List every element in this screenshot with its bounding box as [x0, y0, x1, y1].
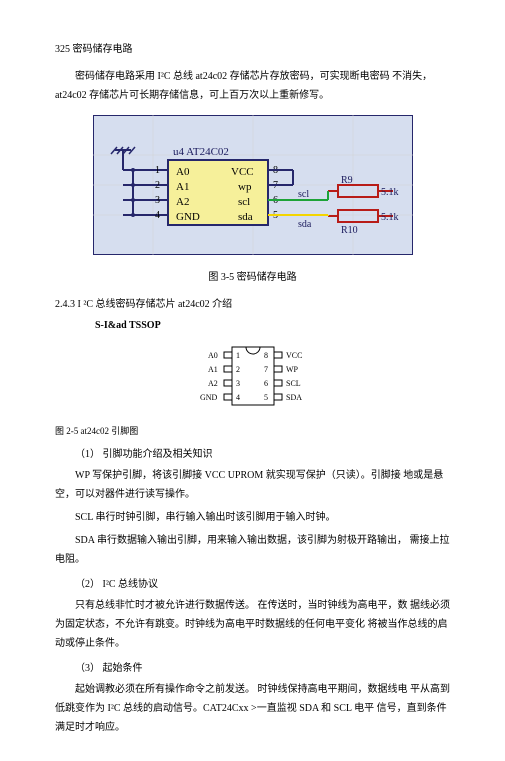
svg-text:1: 1: [155, 165, 160, 176]
chip-label: u4 AT24C02: [173, 146, 229, 158]
sub-1-heading: （1） 引脚功能介绍及相关知识: [55, 445, 450, 460]
svg-text:A1: A1: [208, 365, 218, 374]
sub-3-p: 起始调教必须在所有操作命令之前发送。 时钟线保持高电平期间，数据线电 平从高到低…: [55, 680, 450, 737]
svg-text:3: 3: [236, 379, 240, 388]
svg-text:sda: sda: [298, 219, 312, 230]
package-title: S-I&ad TSSOP: [55, 320, 450, 331]
svg-text:3: 3: [155, 195, 160, 206]
svg-text:A1: A1: [176, 181, 189, 193]
svg-text:SCL: SCL: [286, 379, 301, 388]
svg-text:A0: A0: [208, 351, 218, 360]
svg-text:7: 7: [264, 365, 268, 374]
svg-text:scl: scl: [298, 189, 309, 200]
svg-text:2: 2: [236, 365, 240, 374]
svg-text:GND: GND: [200, 393, 218, 402]
figure-2-5-caption: 图 2-5 at24c02 引脚图: [55, 424, 450, 437]
sub-3-heading: （3） 起始条件: [55, 659, 450, 674]
svg-text:4: 4: [155, 210, 160, 221]
figure-3-5-caption: 图 3-5 密码储存电路: [55, 268, 450, 283]
svg-text:sda: sda: [238, 211, 253, 223]
svg-text:R10: R10: [341, 225, 358, 236]
svg-text:scl: scl: [238, 196, 250, 208]
svg-text:5.1k: 5.1k: [381, 212, 399, 223]
svg-text:SDA: SDA: [286, 393, 302, 402]
svg-text:wp: wp: [238, 181, 252, 193]
sub-1-p1: WP 写保护引脚，将该引脚接 VCC UPROM 就实现写保护（只读）。引脚接 …: [55, 466, 450, 504]
intro-paragraph: 密码储存电路采用 I²C 总线 at24c02 存储芯片存放密码，可实现断电密码…: [55, 67, 450, 105]
svg-text:1: 1: [236, 351, 240, 360]
svg-text:A2: A2: [208, 379, 218, 388]
svg-text:4: 4: [236, 393, 240, 402]
svg-text:8: 8: [264, 351, 268, 360]
svg-text:6: 6: [264, 379, 268, 388]
heading-325: 325 密码储存电路: [55, 40, 450, 55]
figure-2-5: A0 1 A1 2 A2 3 GND 4 8 VCC 7 WP 6 SCL 5 SDA: [55, 341, 450, 414]
svg-text:VCC: VCC: [231, 166, 254, 178]
svg-text:A2: A2: [176, 196, 189, 208]
sub-1-p3: SDA 串行数据输入输出引脚，用来输入输出数据，该引脚为射极开路输出， 需接上拉…: [55, 531, 450, 569]
sub-1-p2: SCL 串行时钟引脚，串行输入输出时该引脚用于输入时钟。: [55, 508, 450, 527]
svg-text:R9: R9: [341, 175, 353, 186]
svg-text:WP: WP: [286, 365, 299, 374]
sub-2-heading: （2） I²C 总线协议: [55, 575, 450, 590]
svg-text:GND: GND: [176, 211, 200, 223]
section-243-title: 2.4.3 I ²C 总线密码存储芯片 at24c02 介绍: [55, 295, 450, 310]
svg-text:VCC: VCC: [286, 351, 302, 360]
svg-text:5: 5: [264, 393, 268, 402]
svg-text:5.1k: 5.1k: [381, 187, 399, 198]
sub-2-p: 只有总线非忙时才被允许进行数据传送。 在传送时，当时钟线为高电平，数 据线必须为…: [55, 596, 450, 653]
figure-3-5: u4 AT24C02 1A0 2A1 3A2 4GND VCC8 wp7 scl…: [55, 115, 450, 258]
svg-text:A0: A0: [176, 166, 190, 178]
svg-text:2: 2: [155, 180, 160, 191]
